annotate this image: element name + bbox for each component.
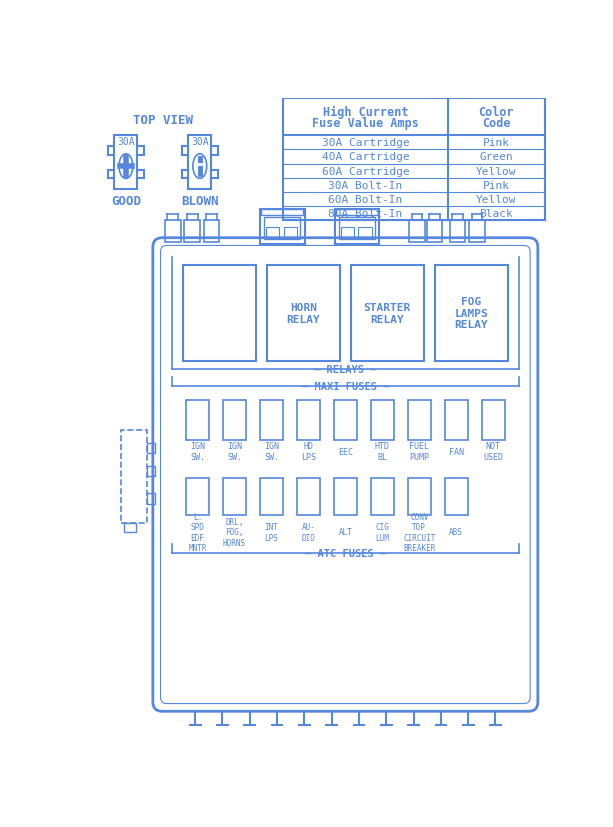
Bar bbox=[266, 227, 279, 238]
Bar bbox=[470, 221, 485, 242]
Text: Black: Black bbox=[479, 208, 513, 218]
Text: 30A Cartridge: 30A Cartridge bbox=[322, 138, 409, 148]
Text: FUEL
PUMP: FUEL PUMP bbox=[409, 442, 429, 461]
Bar bbox=[186, 478, 209, 515]
Bar bbox=[260, 478, 283, 515]
Bar bbox=[260, 401, 283, 441]
Text: High Current: High Current bbox=[322, 106, 408, 119]
Text: DRL,
FOG,
HORNS: DRL, FOG, HORNS bbox=[223, 518, 246, 547]
Text: ALT: ALT bbox=[338, 528, 352, 537]
Bar bbox=[335, 210, 379, 245]
Text: HORN
RELAY: HORN RELAY bbox=[286, 303, 320, 324]
Text: Fuse Value Amps: Fuse Value Amps bbox=[312, 117, 419, 130]
Bar bbox=[334, 401, 357, 441]
Text: FAN: FAN bbox=[449, 447, 463, 456]
Bar bbox=[185, 221, 200, 242]
Text: HD
LPS: HD LPS bbox=[301, 442, 316, 461]
Text: L.
SPD
EDF
MNTR: L. SPD EDF MNTR bbox=[188, 512, 207, 552]
Text: IGN
SW.: IGN SW. bbox=[190, 442, 205, 461]
Bar bbox=[186, 401, 209, 441]
Bar bbox=[223, 478, 246, 515]
Bar bbox=[444, 401, 468, 441]
Text: — MAXI FUSES —: — MAXI FUSES — bbox=[302, 382, 389, 392]
Text: 80A Bolt-In: 80A Bolt-In bbox=[329, 208, 403, 218]
Text: Code: Code bbox=[482, 117, 511, 130]
Text: 40A Cartridge: 40A Cartridge bbox=[322, 152, 409, 162]
Text: GOOD: GOOD bbox=[111, 195, 141, 208]
Text: CONV
TOP
CIRCUIT
BREAKER: CONV TOP CIRCUIT BREAKER bbox=[403, 512, 435, 552]
Bar bbox=[148, 466, 155, 477]
Text: INT
LPS: INT LPS bbox=[264, 523, 278, 542]
Text: STARTER
RELAY: STARTER RELAY bbox=[364, 303, 411, 324]
Bar bbox=[351, 265, 424, 361]
Text: Color: Color bbox=[479, 106, 514, 119]
Bar bbox=[371, 478, 394, 515]
Circle shape bbox=[123, 164, 129, 170]
Bar bbox=[261, 210, 303, 216]
Text: — ATC FUSES —: — ATC FUSES — bbox=[305, 549, 386, 559]
Bar bbox=[336, 210, 378, 216]
Bar bbox=[264, 218, 300, 240]
Bar bbox=[297, 401, 320, 441]
Bar bbox=[165, 221, 181, 242]
Bar bbox=[371, 401, 394, 441]
Bar bbox=[188, 136, 211, 190]
Bar bbox=[450, 221, 465, 242]
Text: 30A: 30A bbox=[117, 137, 135, 147]
Text: CIG
LUM: CIG LUM bbox=[375, 523, 389, 542]
Bar bbox=[334, 478, 357, 515]
Text: FOG
LAMPS
RELAY: FOG LAMPS RELAY bbox=[454, 297, 488, 330]
Bar bbox=[115, 136, 137, 190]
Text: EEC: EEC bbox=[338, 447, 353, 456]
Bar bbox=[283, 99, 545, 221]
Text: — RELAYS —: — RELAYS — bbox=[314, 364, 376, 374]
Bar bbox=[339, 218, 375, 240]
Text: Yellow: Yellow bbox=[476, 166, 517, 176]
Text: Green: Green bbox=[479, 152, 513, 162]
Bar bbox=[148, 443, 155, 454]
Text: Pink: Pink bbox=[483, 180, 510, 190]
Bar bbox=[409, 221, 425, 242]
Text: NOT
USED: NOT USED bbox=[483, 442, 503, 461]
Bar bbox=[427, 221, 443, 242]
Bar bbox=[359, 227, 371, 238]
Text: 30A Bolt-In: 30A Bolt-In bbox=[329, 180, 403, 190]
Text: Yellow: Yellow bbox=[476, 194, 517, 204]
Bar bbox=[148, 494, 155, 504]
Bar bbox=[435, 265, 508, 361]
Text: TOP VIEW: TOP VIEW bbox=[133, 114, 193, 127]
Bar bbox=[408, 401, 431, 441]
Bar bbox=[121, 431, 148, 523]
Bar bbox=[297, 478, 320, 515]
Bar bbox=[204, 221, 219, 242]
Bar bbox=[260, 210, 305, 245]
Text: IGN
SW.: IGN SW. bbox=[227, 442, 242, 461]
Bar bbox=[183, 265, 256, 361]
Text: 30A: 30A bbox=[191, 137, 208, 147]
Bar bbox=[482, 401, 504, 441]
Bar bbox=[408, 478, 431, 515]
Text: BLOWN: BLOWN bbox=[181, 195, 219, 208]
Text: 60A Cartridge: 60A Cartridge bbox=[322, 166, 409, 176]
Text: HTD
BL: HTD BL bbox=[375, 442, 390, 461]
Bar bbox=[124, 523, 136, 533]
Text: AU-
DIO: AU- DIO bbox=[302, 523, 315, 542]
Bar bbox=[444, 478, 468, 515]
Text: Pink: Pink bbox=[483, 138, 510, 148]
Bar bbox=[223, 401, 246, 441]
Text: IGN
SW.: IGN SW. bbox=[264, 442, 279, 461]
Bar bbox=[267, 265, 340, 361]
Text: ABS: ABS bbox=[449, 528, 463, 537]
Bar bbox=[284, 227, 297, 238]
Bar bbox=[341, 227, 354, 238]
Text: 60A Bolt-In: 60A Bolt-In bbox=[329, 194, 403, 204]
